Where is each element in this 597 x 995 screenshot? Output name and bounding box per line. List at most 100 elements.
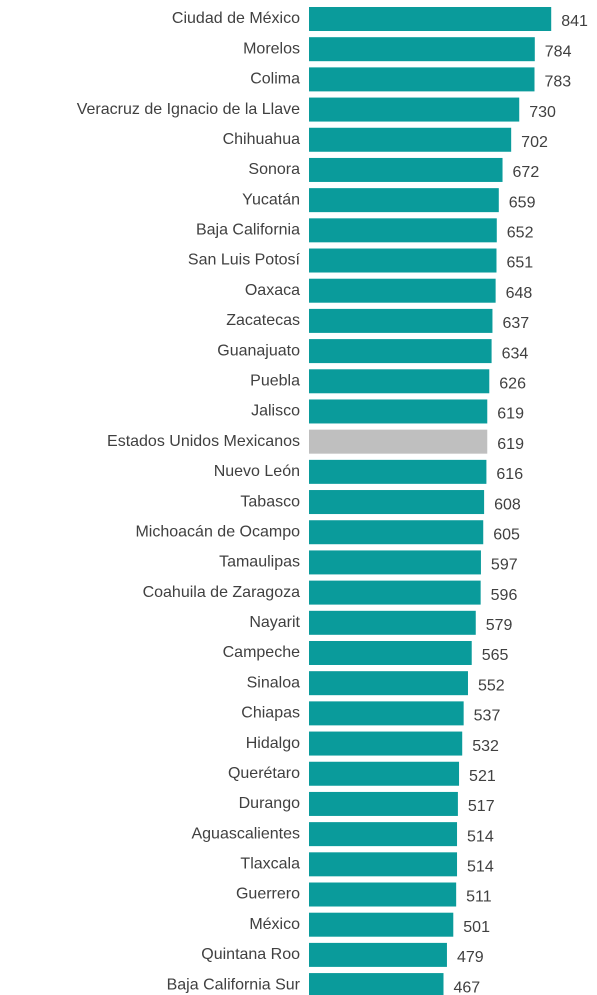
bar: [309, 399, 488, 424]
bar: [309, 671, 468, 696]
value-label: 467: [453, 979, 480, 995]
bar: [309, 97, 520, 122]
value-label: 619: [497, 436, 524, 453]
bar: [309, 610, 476, 635]
category-label: Nuevo León: [214, 463, 300, 480]
category-label: Aguascalientes: [191, 825, 300, 842]
value-label: 565: [482, 647, 509, 664]
bar: [309, 761, 460, 786]
bar: [309, 188, 499, 213]
category-label: Yucatán: [242, 191, 300, 208]
category-label: Tlaxcala: [240, 856, 300, 873]
value-label: 619: [497, 406, 524, 423]
category-label: Zacatecas: [226, 312, 300, 329]
category-label: Baja California Sur: [167, 976, 301, 993]
bar: [309, 701, 464, 726]
category-label: Guerrero: [236, 886, 300, 903]
bar: [309, 852, 458, 877]
value-label: 672: [513, 164, 540, 181]
value-label: 637: [502, 315, 529, 332]
value-label: 648: [506, 285, 533, 302]
bar: [309, 520, 484, 545]
value-label: 514: [467, 828, 494, 845]
value-label: 501: [463, 919, 490, 936]
category-label: Sonora: [248, 161, 300, 178]
bar: [309, 308, 493, 333]
value-label: 479: [457, 949, 484, 966]
category-label: Sinaloa: [247, 674, 300, 691]
value-label: 659: [509, 194, 536, 211]
bar: [309, 731, 463, 756]
bar: [309, 822, 458, 847]
value-label: 552: [478, 677, 505, 694]
bar: [309, 459, 487, 484]
bar: [309, 429, 488, 454]
value-label: 616: [496, 466, 523, 483]
category-label: Ciudad de México: [172, 10, 300, 27]
category-label: Campeche: [223, 644, 300, 661]
bar: [309, 490, 485, 515]
value-label: 605: [493, 526, 520, 543]
bar: [309, 37, 535, 62]
bar: [309, 369, 490, 394]
category-label: Hidalgo: [246, 735, 300, 752]
bar: [309, 7, 552, 31]
value-label: 514: [467, 859, 494, 876]
value-label: 608: [494, 496, 521, 513]
bar: [309, 218, 497, 243]
category-label: Nayarit: [249, 614, 300, 631]
category-label: Colima: [250, 71, 300, 88]
bar: [309, 67, 535, 92]
category-label: Coahuila de Zaragoza: [143, 584, 301, 601]
value-label: 841: [561, 13, 588, 30]
category-label: Chihuahua: [223, 131, 301, 148]
bar: [309, 882, 457, 907]
bar: [309, 791, 458, 816]
value-label: 579: [486, 617, 513, 634]
bar: [309, 339, 492, 364]
bar: [309, 580, 481, 605]
value-label: 702: [521, 134, 548, 151]
bar: [309, 640, 472, 665]
value-label: 626: [499, 375, 526, 392]
category-label: Baja California: [196, 222, 300, 239]
category-label: Tamaulipas: [219, 554, 300, 571]
value-label: 597: [491, 557, 518, 574]
value-label: 652: [507, 225, 534, 242]
bar: [309, 550, 481, 575]
bar: [309, 912, 454, 937]
bar: [309, 942, 447, 967]
category-label: Guanajuato: [217, 342, 300, 359]
category-label: Quintana Roo: [201, 946, 300, 963]
category-label: México: [249, 916, 300, 933]
category-label: Tabasco: [240, 493, 300, 510]
category-label: Estados Unidos Mexicanos: [107, 433, 300, 450]
category-label: Chiapas: [241, 705, 300, 722]
bar: [309, 157, 503, 182]
category-label: Morelos: [243, 40, 300, 57]
value-label: 634: [502, 345, 529, 362]
category-label: Durango: [239, 795, 300, 812]
value-label: 783: [545, 74, 572, 91]
value-label: 651: [506, 255, 533, 272]
category-label: Michoacán de Ocampo: [135, 523, 300, 540]
category-label: Puebla: [250, 372, 300, 389]
bar: [309, 248, 497, 273]
category-label: Jalisco: [251, 403, 300, 420]
category-label: Querétaro: [228, 765, 300, 782]
bar: [309, 973, 444, 995]
category-label: San Luis Potosí: [188, 252, 301, 269]
category-label: Veracruz de Ignacio de la Llave: [77, 101, 300, 118]
value-label: 784: [545, 43, 572, 60]
value-label: 511: [466, 889, 492, 906]
bar: [309, 127, 512, 152]
value-label: 532: [472, 738, 499, 755]
value-label: 521: [469, 768, 496, 785]
value-label: 596: [491, 587, 518, 604]
value-label: 730: [529, 104, 556, 121]
value-label: 537: [474, 708, 501, 725]
value-label: 517: [468, 798, 495, 815]
bar: [309, 278, 496, 303]
category-label: Oaxaca: [245, 282, 300, 299]
